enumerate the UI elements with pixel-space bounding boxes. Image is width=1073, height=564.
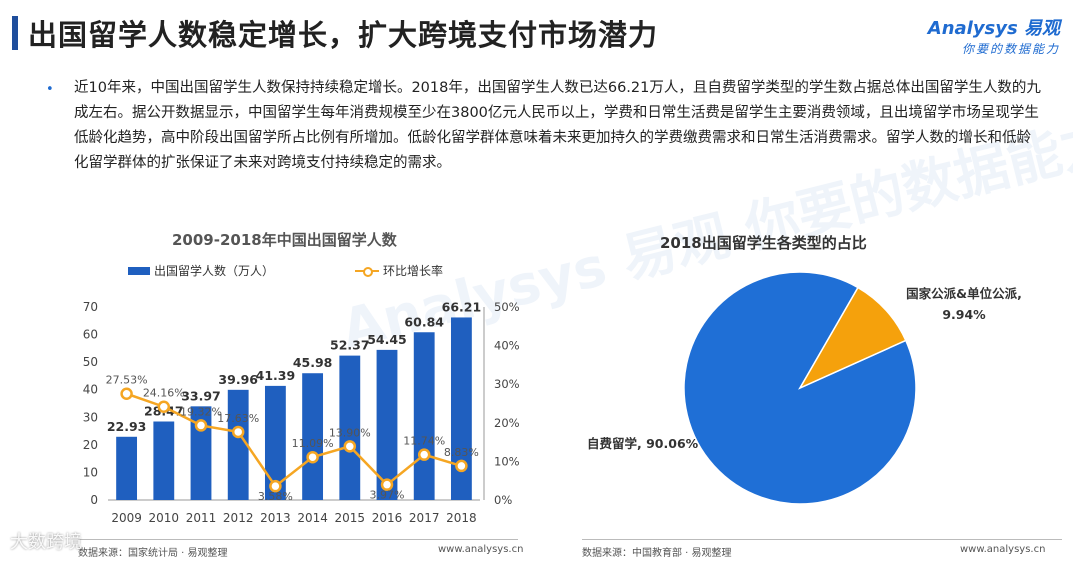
growth-rate-point bbox=[269, 479, 282, 493]
bar bbox=[376, 349, 398, 500]
bar-value-label: 22.93 bbox=[107, 419, 147, 434]
bar-value-label: 52.37 bbox=[330, 338, 370, 353]
intro-paragraph: 近10年来，中国出国留学生人数保持持续稳定增长。2018年，出国留学生人数已达6… bbox=[74, 80, 1041, 171]
y-axis-tick-label: 60 bbox=[83, 328, 98, 342]
y2-axis-tick-label: 50% bbox=[494, 300, 520, 314]
bar bbox=[339, 355, 361, 500]
bar bbox=[302, 373, 324, 500]
x-axis-tick-label: 2017 bbox=[409, 511, 440, 525]
bar-chart-source: 数据来源：国家统计局 · 易观整理 bbox=[78, 548, 228, 559]
growth-rate-point bbox=[157, 400, 171, 413]
x-axis-tick-label: 2016 bbox=[372, 511, 403, 525]
y-axis-tick-label: 10 bbox=[83, 465, 98, 479]
bar-line-chart: 0 10 20 30 40 50 60 70 0% 10% 20% 30% 40% 50% 22.93 200… bbox=[83, 299, 520, 525]
bar-value-label: 39.96 bbox=[218, 372, 258, 387]
growth-rate-point bbox=[120, 387, 133, 400]
pie-label-government: 国家公派&单位公派, 9.94% bbox=[906, 286, 1022, 322]
bar bbox=[227, 389, 249, 500]
growth-rate-label: 13.90% bbox=[329, 426, 371, 439]
x-axis-tick-label: 2012 bbox=[223, 511, 254, 525]
y2-axis-tick-label: 10% bbox=[494, 454, 520, 468]
pie-chart-title: 2018出国留学生各类型的占比 bbox=[660, 234, 867, 252]
growth-rate-point bbox=[380, 478, 394, 491]
growth-rate-label: 27.53% bbox=[106, 374, 148, 387]
y-axis-tick-label: 30 bbox=[83, 410, 98, 424]
growth-rate-line bbox=[126, 392, 462, 488]
y-axis-tick-label: 20 bbox=[83, 438, 98, 452]
growth-rate-point bbox=[417, 448, 431, 461]
y2-axis-tick-label: 30% bbox=[494, 377, 520, 391]
pie-chart bbox=[683, 271, 917, 505]
growth-rate-label: 17.63% bbox=[217, 412, 259, 425]
legend-line-swatch bbox=[355, 266, 379, 277]
bar bbox=[116, 436, 138, 500]
growth-rate-label: 11.74% bbox=[403, 435, 445, 448]
y2-axis-tick-label: 0% bbox=[494, 493, 512, 507]
legend-bar-swatch bbox=[128, 266, 150, 275]
bar-value-label: 54.45 bbox=[367, 332, 407, 347]
analysys-logo: Analysys 易观 你要的数据能力 bbox=[910, 14, 1060, 60]
growth-rate-point bbox=[194, 419, 208, 432]
growth-rate-label: 24.16% bbox=[143, 387, 185, 400]
y2-axis-tick-label: 40% bbox=[494, 339, 520, 353]
x-axis-tick-label: 2015 bbox=[335, 511, 366, 525]
x-axis-tick-label: 2014 bbox=[297, 511, 328, 525]
growth-rate-point bbox=[343, 440, 357, 453]
pie-chart-url: www.analysys.cn bbox=[960, 544, 1046, 555]
title-accent-bar bbox=[12, 16, 18, 50]
x-axis-tick-label: 2018 bbox=[446, 511, 477, 525]
growth-rate-point bbox=[306, 450, 319, 464]
logo-wordmark: Analysys 易观 bbox=[927, 18, 1060, 39]
bar bbox=[153, 421, 175, 500]
x-axis-tick-label: 2013 bbox=[260, 511, 291, 525]
pie-slice-government bbox=[798, 286, 907, 390]
bar-value-label: 66.21 bbox=[442, 299, 482, 314]
x-axis-tick-label: 2010 bbox=[149, 511, 180, 525]
growth-rate-label: 3.97% bbox=[370, 489, 405, 502]
bar-chart-title: 2009-2018年中国出国留学人数 bbox=[172, 231, 397, 249]
right-footer-divider bbox=[582, 539, 1062, 540]
y-axis-tick-label: 40 bbox=[83, 383, 98, 397]
x-axis-tick-label: 2009 bbox=[111, 511, 142, 525]
bar bbox=[264, 385, 286, 500]
growth-rate-point bbox=[455, 459, 468, 473]
bar-value-label: 33.97 bbox=[181, 388, 221, 403]
y-axis-tick-label: 0 bbox=[90, 493, 98, 507]
growth-rate-label: 11.09% bbox=[292, 437, 334, 450]
bar bbox=[190, 406, 212, 500]
x-axis-tick-label: 2011 bbox=[186, 511, 217, 525]
bullet-icon: • bbox=[46, 82, 54, 97]
bar bbox=[413, 332, 435, 500]
legend-line-label: 环比增长率 bbox=[383, 264, 444, 278]
growth-rate-point bbox=[231, 425, 245, 439]
legend-line: 环比增长率 bbox=[355, 262, 443, 279]
growth-rate-label: 8.83% bbox=[444, 446, 479, 459]
growth-rate-label: 19.32% bbox=[180, 405, 222, 418]
legend-bar: 出国留学人数（万人） bbox=[128, 262, 274, 279]
bar-chart-url: www.analysys.cn bbox=[438, 544, 524, 555]
corner-watermark: 大数跨境 bbox=[10, 532, 82, 553]
y-axis-tick-label: 50 bbox=[83, 355, 98, 369]
growth-rate-label: 3.58% bbox=[258, 490, 293, 503]
pie-label-self-funded: 自费留学, 90.06% bbox=[587, 436, 699, 451]
y2-axis-tick-label: 20% bbox=[494, 416, 520, 430]
y-axis-tick-label: 70 bbox=[83, 300, 98, 314]
left-footer-divider bbox=[78, 539, 518, 540]
logo-slogan: 你要的数据能力 bbox=[961, 42, 1060, 56]
pie-chart-source: 数据来源：中国教育部 · 易观整理 bbox=[582, 548, 732, 559]
bar-value-label: 41.39 bbox=[256, 368, 296, 383]
bar-value-label: 45.98 bbox=[293, 355, 333, 370]
legend-bar-label: 出国留学人数（万人） bbox=[154, 264, 275, 278]
page-title: 出国留学人数稳定增长，扩大跨境支付市场潜力 bbox=[28, 18, 659, 52]
bar bbox=[450, 317, 472, 500]
bar-value-label: 60.84 bbox=[404, 314, 444, 329]
